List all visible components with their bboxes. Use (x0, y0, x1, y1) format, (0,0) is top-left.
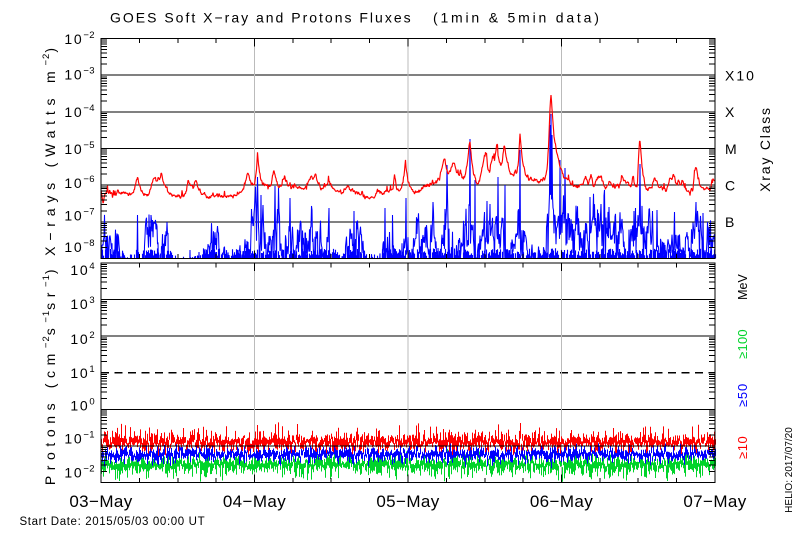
svg-text:X: X (725, 104, 736, 120)
svg-text:HELIO: 2017/07/20: HELIO: 2017/07/20 (784, 427, 795, 513)
svg-text:104: 104 (70, 261, 95, 278)
svg-text:Start Date: 2015/05/03 00:00 U: Start Date: 2015/05/03 00:00 UT (20, 516, 206, 528)
svg-text:07−May: 07−May (683, 492, 746, 511)
svg-text:Xray Class: Xray Class (757, 106, 773, 192)
svg-text:X10: X10 (725, 68, 756, 84)
svg-text:100: 100 (70, 397, 95, 414)
svg-text:03−May: 03−May (69, 492, 132, 511)
svg-text:06−May: 06−May (530, 492, 593, 511)
svg-text:X−rays (Watts m−2): X−rays (Watts m−2) (41, 42, 58, 256)
svg-text:103: 103 (70, 295, 95, 312)
svg-text:GOES Soft X−ray and Protons Fl: GOES Soft X−ray and Protons Fluxes (110, 10, 413, 26)
svg-text:B: B (725, 214, 736, 230)
svg-text:05−May: 05−May (376, 492, 439, 511)
svg-text:102: 102 (70, 330, 95, 347)
svg-text:≥10: ≥10 (735, 436, 750, 459)
svg-text:≥100: ≥100 (735, 329, 750, 359)
svg-text:≥50: ≥50 (735, 383, 750, 407)
svg-text:(1min & 5min data): (1min & 5min data) (433, 10, 602, 26)
svg-text:101: 101 (70, 364, 95, 381)
svg-text:C: C (725, 178, 737, 194)
svg-text:Protons (cm−2s−1sr−1): Protons (cm−2s−1sr−1) (41, 264, 58, 485)
svg-text:M: M (725, 141, 739, 157)
svg-text:MeV: MeV (736, 273, 750, 299)
svg-text:04−May: 04−May (223, 492, 286, 511)
